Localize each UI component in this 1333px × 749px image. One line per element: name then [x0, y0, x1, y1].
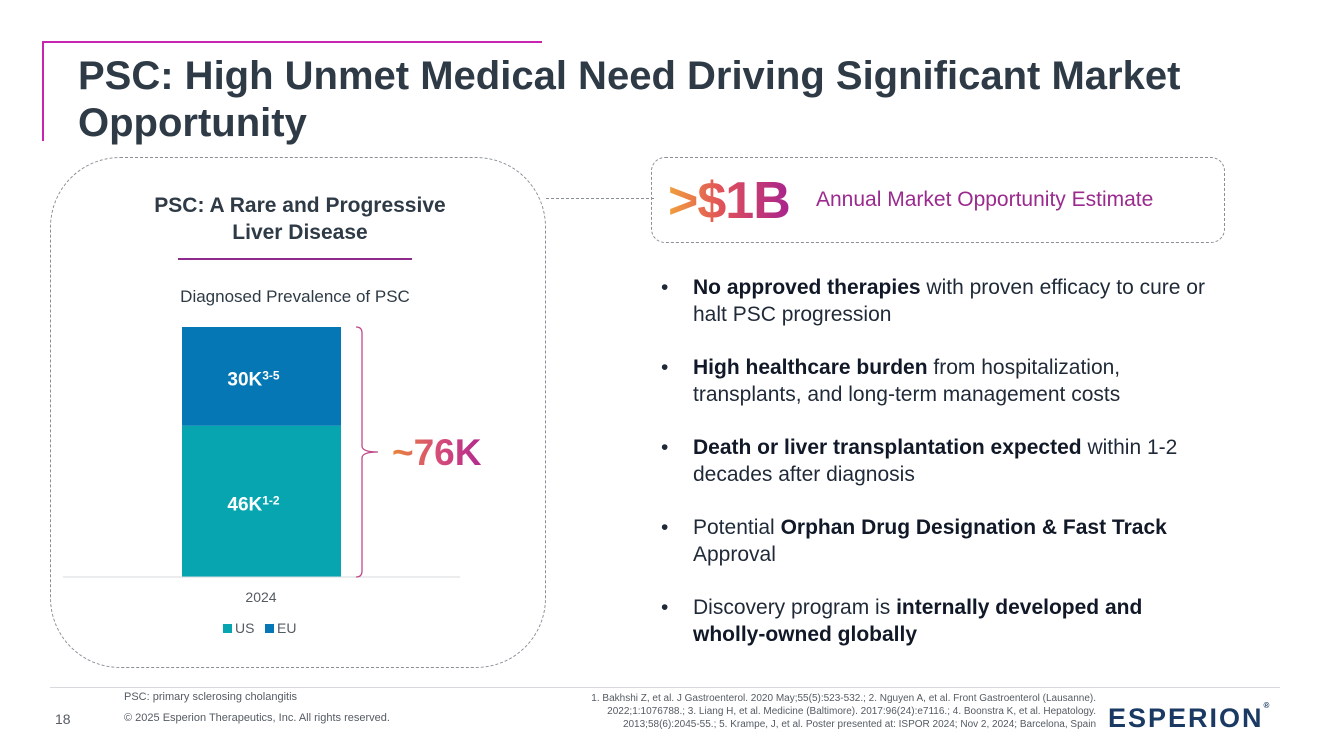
- panel-heading: PSC: A Rare and Progressive Liver Diseas…: [130, 192, 470, 246]
- market-opportunity-box: [651, 157, 1225, 243]
- title-accent-bar: [42, 41, 44, 141]
- bullet-emphasis: High healthcare burden: [693, 356, 928, 379]
- bullet-marker: •: [661, 276, 669, 299]
- reference-line: 2022;1:1076788.; 3. Liang H, et al. Medi…: [607, 706, 1096, 717]
- legend-swatch-eu: [265, 624, 274, 633]
- bullet-emphasis: Orphan Drug Designation & Fast Track: [780, 516, 1167, 539]
- bar-segment-eu: [182, 327, 341, 426]
- prevalence-chart: 46K1-2 30K3-5 2024 US EU: [60, 318, 490, 648]
- bar-data-label: 30K3-5: [227, 368, 280, 390]
- bullet-text: Death or liver transplantation expected …: [693, 434, 1213, 488]
- bullet-rest-text: Approval: [693, 543, 776, 566]
- total-brace: [355, 326, 379, 578]
- bullet-marker: •: [661, 516, 669, 539]
- bullet-lead-text: Potential: [693, 516, 781, 539]
- bar-data-label: 46K1-2: [227, 493, 280, 515]
- legend-swatch-us: [223, 624, 232, 633]
- slide-title: PSC: High Unmet Medical Need Driving Sig…: [78, 54, 1181, 145]
- bullet-rest-text: within 1-2 decades after diagnosis: [693, 436, 1178, 486]
- bullet-rest-text: with proven efficacy to cure or halt PSC…: [693, 276, 1205, 326]
- bullet-lead-text: Discovery program is: [693, 596, 897, 619]
- title-accent-line: [42, 41, 542, 43]
- footer-abbreviation: PSC: primary sclerosing cholangitis: [124, 691, 298, 703]
- market-value: >$1B: [668, 172, 791, 230]
- bullet-marker: •: [661, 596, 669, 619]
- legend-label-us: US: [235, 620, 254, 636]
- panel-heading-rule: [178, 258, 412, 260]
- prevalence-panel: [50, 157, 546, 668]
- prevalence-chart-svg: 46K1-2 30K3-5 2024 US EU: [63, 326, 460, 636]
- bullet-emphasis: internally developed and wholly-owned gl…: [693, 596, 1143, 646]
- bullet-rest-text: from hospitalization, transplants, and l…: [693, 356, 1121, 406]
- x-tick-label: 2024: [245, 589, 276, 605]
- page-number: 18: [55, 711, 71, 727]
- logo-text: ESPERION: [1108, 703, 1264, 733]
- total-prevalence-label: ~76K: [392, 432, 482, 473]
- market-label: Annual Market Opportunity Estimate: [816, 188, 1154, 211]
- bullet-emphasis: Death or liver transplantation expected: [693, 436, 1082, 459]
- panel-connector: [546, 198, 654, 199]
- bullet-marker: •: [661, 436, 669, 459]
- bar-segment-us: [182, 425, 341, 577]
- legend-label-eu: EU: [277, 620, 296, 636]
- bullet-text: Potential Orphan Drug Designation & Fast…: [693, 514, 1213, 568]
- logo-registered-mark: ®: [1263, 701, 1270, 710]
- bullet-text: No approved therapies with proven effica…: [693, 274, 1213, 328]
- reference-line: 2013;58(6):2045-55.; 5. Krampe, J, et al…: [622, 719, 1096, 730]
- bullet-marker: •: [661, 356, 669, 379]
- footer-divider: [50, 687, 1280, 688]
- panel-heading-line1: PSC: A Rare and Progressive: [154, 194, 446, 217]
- footer-references: 1. Bakhshi Z, et al. J Gastroenterol. 20…: [500, 692, 1096, 731]
- bullet-text: High healthcare burden from hospitalizat…: [693, 354, 1213, 408]
- footer-copyright: © 2025 Esperion Therapeutics, Inc. All r…: [124, 712, 390, 724]
- bullet-emphasis: No approved therapies: [693, 276, 921, 299]
- chart-title: Diagnosed Prevalence of PSC: [180, 287, 410, 306]
- reference-line: 1. Bakhshi Z, et al. J Gastroenterol. 20…: [591, 693, 1096, 704]
- panel-heading-line2: Liver Disease: [232, 221, 368, 244]
- bullet-text: Discovery program is internally develope…: [693, 594, 1213, 648]
- esperion-logo: ESPERION®: [1108, 701, 1270, 734]
